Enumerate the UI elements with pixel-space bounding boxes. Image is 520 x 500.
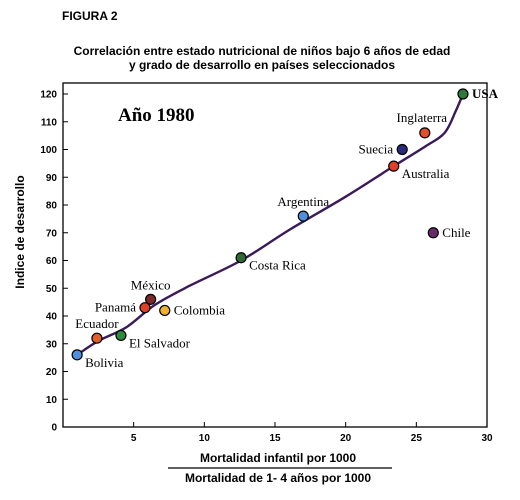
y-tick-label: 110 [41, 117, 58, 128]
x-axis-label-denominator: Mortalidad de 1- 4 años por 1000 [185, 471, 371, 485]
point-label-colombia: Colombia [174, 302, 226, 317]
chart-title-line-1: Correlación entre estado nutricional de … [74, 44, 451, 58]
y-tick-label: 10 [46, 395, 58, 406]
x-tick-label: 20 [340, 433, 352, 444]
point-label-costa-rica: Costa Rica [249, 258, 306, 273]
point-label-usa: USA [472, 86, 499, 101]
point-mexico [145, 293, 157, 305]
y-tick-label: 60 [46, 256, 58, 267]
point-label-chile: Chile [442, 225, 470, 240]
point-label-ecuador: Ecuador [75, 316, 119, 331]
trend-curve [75, 92, 465, 357]
point-label-mexico: México [131, 277, 171, 292]
y-tick-label: 20 [46, 367, 58, 378]
chart-title-line-2: y grado de desarrollo en países seleccio… [129, 58, 395, 72]
point-ecuador [91, 332, 103, 344]
x-tick-label: 5 [131, 433, 137, 444]
point-suecia [396, 143, 408, 156]
x-tick-label: 10 [199, 433, 211, 444]
plot-area: 0 10 20 30 40 50 60 70 80 90 100 110 120 5 10 15 20 25 30 B… [40, 82, 499, 444]
point-label-suecia: Suecia [359, 142, 394, 157]
y-tick-label: 100 [40, 145, 57, 156]
x-axis-label-numerator: Mortalidad infantil por 1000 [200, 451, 356, 465]
y-tick-label: 90 [46, 173, 58, 184]
annotation-year: Año 1980 [118, 105, 195, 126]
y-tick-label: 50 [46, 284, 58, 295]
point-australia [388, 160, 400, 172]
point-bolivia [71, 349, 83, 361]
point-label-argentina: Argentina [277, 194, 329, 209]
point-el-salvador [115, 329, 127, 342]
y-tick-label: 80 [46, 201, 58, 212]
figure-label: FIGURA 2 [62, 9, 118, 23]
y-tick-label: 40 [46, 312, 58, 323]
point-label-bolivia: Bolivia [85, 355, 124, 370]
x-tick-label: 25 [411, 433, 423, 444]
y-axis-label: Indice de desarrollo [13, 175, 27, 288]
y-tick-label: 30 [46, 339, 58, 350]
x-tick-label: 15 [269, 433, 281, 444]
point-costa-rica [235, 252, 247, 264]
point-panama [139, 302, 151, 314]
point-label-panama: Panamá [95, 300, 136, 315]
point-chile [427, 227, 439, 239]
point-colombia [159, 304, 171, 317]
point-label-australia: Australia [402, 166, 450, 181]
point-inglaterra [419, 127, 431, 139]
x-tick-label: 30 [481, 433, 493, 444]
point-label-inglaterra: Inglaterra [397, 110, 448, 125]
point-label-el-salvador: El Salvador [129, 335, 191, 350]
point-usa [457, 88, 469, 100]
y-tick-label: 120 [40, 90, 57, 101]
y-tick-label: 0 [51, 423, 57, 434]
y-tick-label: 70 [46, 228, 58, 239]
point-argentina [297, 210, 309, 222]
